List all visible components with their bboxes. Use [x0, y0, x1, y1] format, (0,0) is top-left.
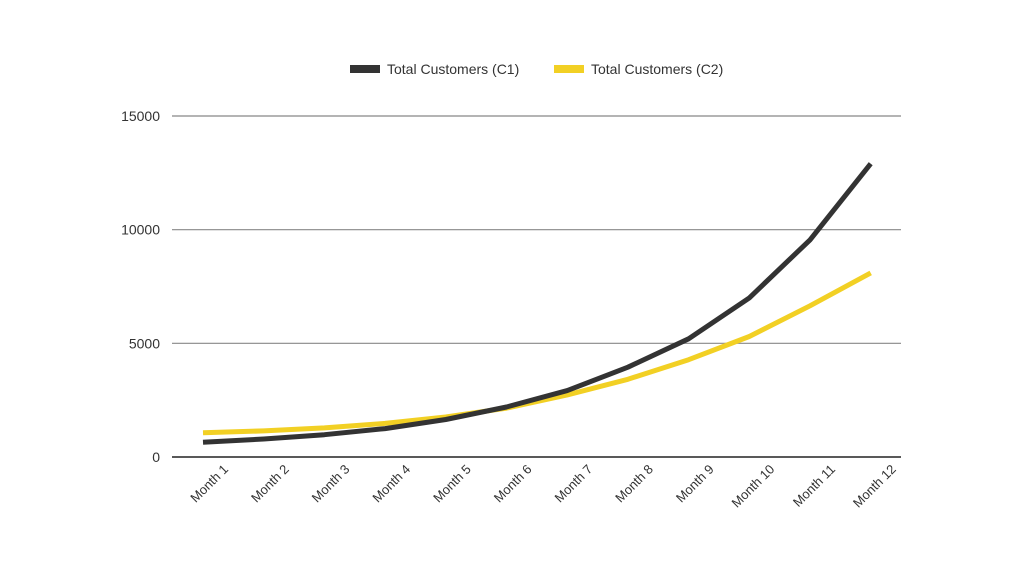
x-tick-label: Month 10 — [728, 462, 777, 511]
x-tick-label: Month 12 — [850, 462, 899, 511]
x-tick-label: Month 11 — [790, 462, 838, 510]
x-tick-label: Month 5 — [430, 462, 474, 506]
y-tick-label: 0 — [152, 449, 160, 465]
series-line-c2 — [202, 270, 872, 436]
x-tick-label: Month 7 — [551, 462, 595, 506]
legend-label: Total Customers (C2) — [591, 61, 723, 77]
legend-label: Total Customers (C1) — [387, 61, 519, 77]
x-tick-label: Month 8 — [612, 462, 656, 506]
legend: Total Customers (C1) Total Customers (C2) — [350, 61, 723, 77]
x-tick-label: Month 3 — [309, 462, 353, 506]
series-lines — [202, 162, 873, 445]
x-tick-label: Month 2 — [248, 462, 292, 506]
y-axis-ticks: 0 5000 10000 15000 — [121, 108, 160, 465]
y-tick-label: 5000 — [129, 335, 160, 351]
legend-swatch — [554, 65, 584, 73]
x-axis-ticks: Month 1 Month 2 Month 3 Month 4 Month 5 Month… — [187, 462, 899, 511]
series-line-c1 — [202, 162, 873, 445]
y-tick-label: 10000 — [121, 222, 160, 238]
x-tick-label: Month 4 — [369, 462, 413, 506]
legend-swatch — [350, 65, 380, 73]
x-tick-label: Month 1 — [187, 462, 231, 506]
x-tick-label: Month 9 — [673, 462, 717, 506]
y-tick-label: 15000 — [121, 108, 160, 124]
x-tick-label: Month 6 — [491, 462, 535, 506]
gridlines — [172, 115, 901, 458]
